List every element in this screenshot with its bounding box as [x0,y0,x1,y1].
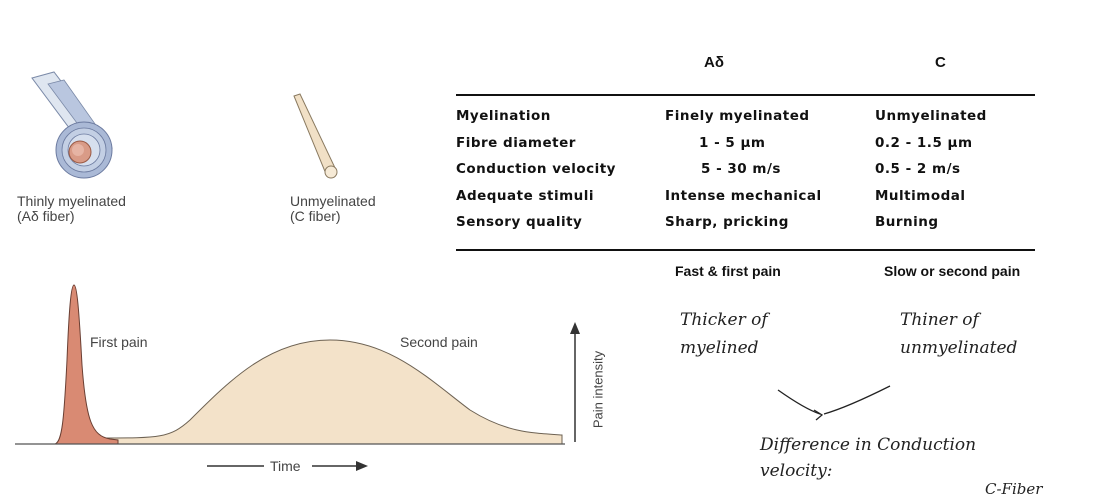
y-axis-label: Pain intensity [590,350,606,429]
c-fiber-illustration [293,93,338,179]
left-note-line2: myelined [680,338,759,358]
row-label-sensory-quality: Sensory quality [456,214,583,230]
c-caption-line2: (C fiber) [290,208,341,224]
second-pain-curve [99,339,563,445]
row-c-conduction-velocity: 0.5 - 2 m/s [875,161,961,177]
row-label-adequate-stimuli: Adequate stimuli [456,187,595,204]
footer-c: Slow or second pain [884,263,1021,279]
row-c-fibre-diameter: 0.2 - 1.5 μm [875,134,973,151]
table-row: Myelination Finely myelinated Unmyelinat… [456,108,1056,135]
first-pain-curve [54,284,119,445]
handwritten-note-corner: C-Fiber [985,480,1043,498]
row-c-myelination: Unmyelinated [875,108,987,124]
c-fiber-caption: Unmyelinated (C fiber) [290,194,376,224]
table-row: Fibre diameter 1 - 5 μm 0.2 - 1.5 μm [456,135,1056,162]
row-a-delta-conduction-velocity: 5 - 30 m/s [701,161,781,177]
table-row: Sensory quality Sharp, pricking Burning [456,214,1056,241]
left-note-line1: Thicker of [680,310,768,330]
first-pain-label: First pain [90,334,148,350]
handwritten-note-bottom: Difference in Conduction velocity: [760,432,976,484]
c-caption-line1: Unmyelinated [290,193,376,209]
row-c-sensory-quality: Burning [875,214,939,230]
right-note-line1: Thiner of [900,310,979,330]
right-note-line2: unmyelinated [900,338,1018,358]
row-label-fibre-diameter: Fibre diameter [456,134,576,151]
row-label-conduction-velocity: Conduction velocity [456,161,616,177]
table-header-a-delta: Aδ [704,54,724,71]
a-delta-fiber-illustration [31,71,113,179]
row-a-delta-adequate-stimuli: Intense mechanical [665,187,822,204]
row-a-delta-myelination: Finely myelinated [665,108,810,124]
table-bottom-rule [456,249,1035,251]
x-axis-label: Time [270,458,301,474]
table-header-c: C [935,54,946,71]
row-a-delta-fibre-diameter: 1 - 5 μm [699,134,766,151]
handwritten-note-right: Thiner of unmyelinated [900,306,1017,362]
a-delta-fiber-caption: Thinly myelinated (Aδ fiber) [17,194,126,224]
pain-intensity-graph [15,284,580,471]
second-pain-label: Second pain [400,334,478,350]
handwritten-note-left: Thicker of myelined [680,306,768,362]
row-c-adequate-stimuli: Multimodal [875,187,966,204]
handwritten-merge-arrows [777,385,891,421]
table-row: Adequate stimuli Intense mechanical Mult… [456,188,1056,215]
table-body: Myelination Finely myelinated Unmyelinat… [456,108,1056,241]
row-a-delta-sensory-quality: Sharp, pricking [665,214,789,230]
table-row: Conduction velocity 5 - 30 m/s 0.5 - 2 m… [456,161,1056,188]
footer-a-delta: Fast & first pain [675,263,781,279]
bottom-note-line1: Difference in Conduction [760,435,977,455]
y-arrow-head [570,322,580,334]
a-delta-caption-line2: (Aδ fiber) [17,208,75,224]
a-delta-caption-line1: Thinly myelinated [17,193,126,209]
table-top-rule [456,94,1035,96]
time-arrow-head [356,461,368,471]
bottom-note-line2: velocity: [760,461,833,481]
row-label-myelination: Myelination [456,108,551,124]
